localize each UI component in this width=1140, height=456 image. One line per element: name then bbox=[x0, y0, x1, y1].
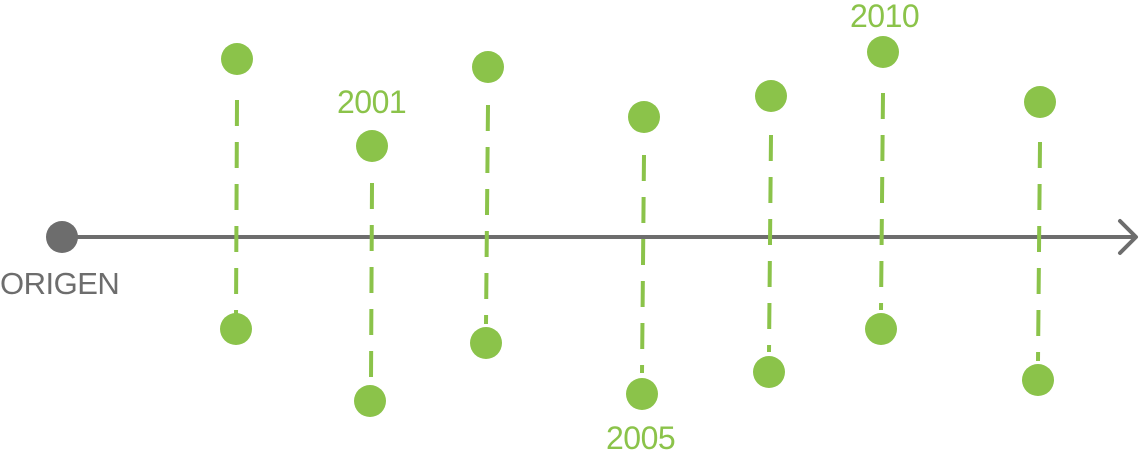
dashed-connector bbox=[484, 104, 490, 325]
dashed-connector bbox=[369, 182, 374, 383]
timeline-stem bbox=[626, 101, 660, 410]
bottom-dot bbox=[626, 378, 658, 410]
bottom-dot bbox=[753, 356, 785, 388]
bottom-dot bbox=[1022, 364, 1054, 396]
bottom-dot bbox=[354, 385, 386, 417]
dashed-connector bbox=[640, 154, 646, 374]
top-dot bbox=[628, 101, 660, 133]
top-dot bbox=[1024, 86, 1056, 118]
timeline-stem bbox=[753, 80, 787, 388]
year-label-2005: 2005 bbox=[606, 420, 676, 456]
bottom-dot bbox=[470, 327, 502, 359]
top-dot bbox=[867, 36, 899, 68]
dashed-connector bbox=[879, 92, 885, 311]
arrow-head-icon bbox=[1118, 219, 1138, 255]
origin-label: ORIGEN bbox=[0, 266, 120, 301]
timeline-stem bbox=[470, 51, 504, 359]
year-label-2001: 2001 bbox=[337, 84, 407, 120]
timeline-stem bbox=[220, 43, 253, 345]
origin-dot-icon bbox=[46, 221, 78, 253]
timeline-stem bbox=[1022, 86, 1056, 396]
dashed-connector bbox=[767, 134, 773, 353]
timeline-stem bbox=[354, 130, 388, 417]
bottom-dot bbox=[865, 313, 897, 345]
top-dot bbox=[356, 130, 388, 162]
dashed-connector bbox=[234, 99, 239, 319]
bottom-dot bbox=[220, 313, 252, 345]
timeline-stem bbox=[865, 36, 899, 345]
year-label-2010: 2010 bbox=[850, 0, 920, 34]
top-dot bbox=[221, 43, 253, 75]
dashed-connector bbox=[1036, 141, 1042, 362]
top-dot bbox=[755, 80, 787, 112]
top-dot bbox=[472, 51, 504, 83]
